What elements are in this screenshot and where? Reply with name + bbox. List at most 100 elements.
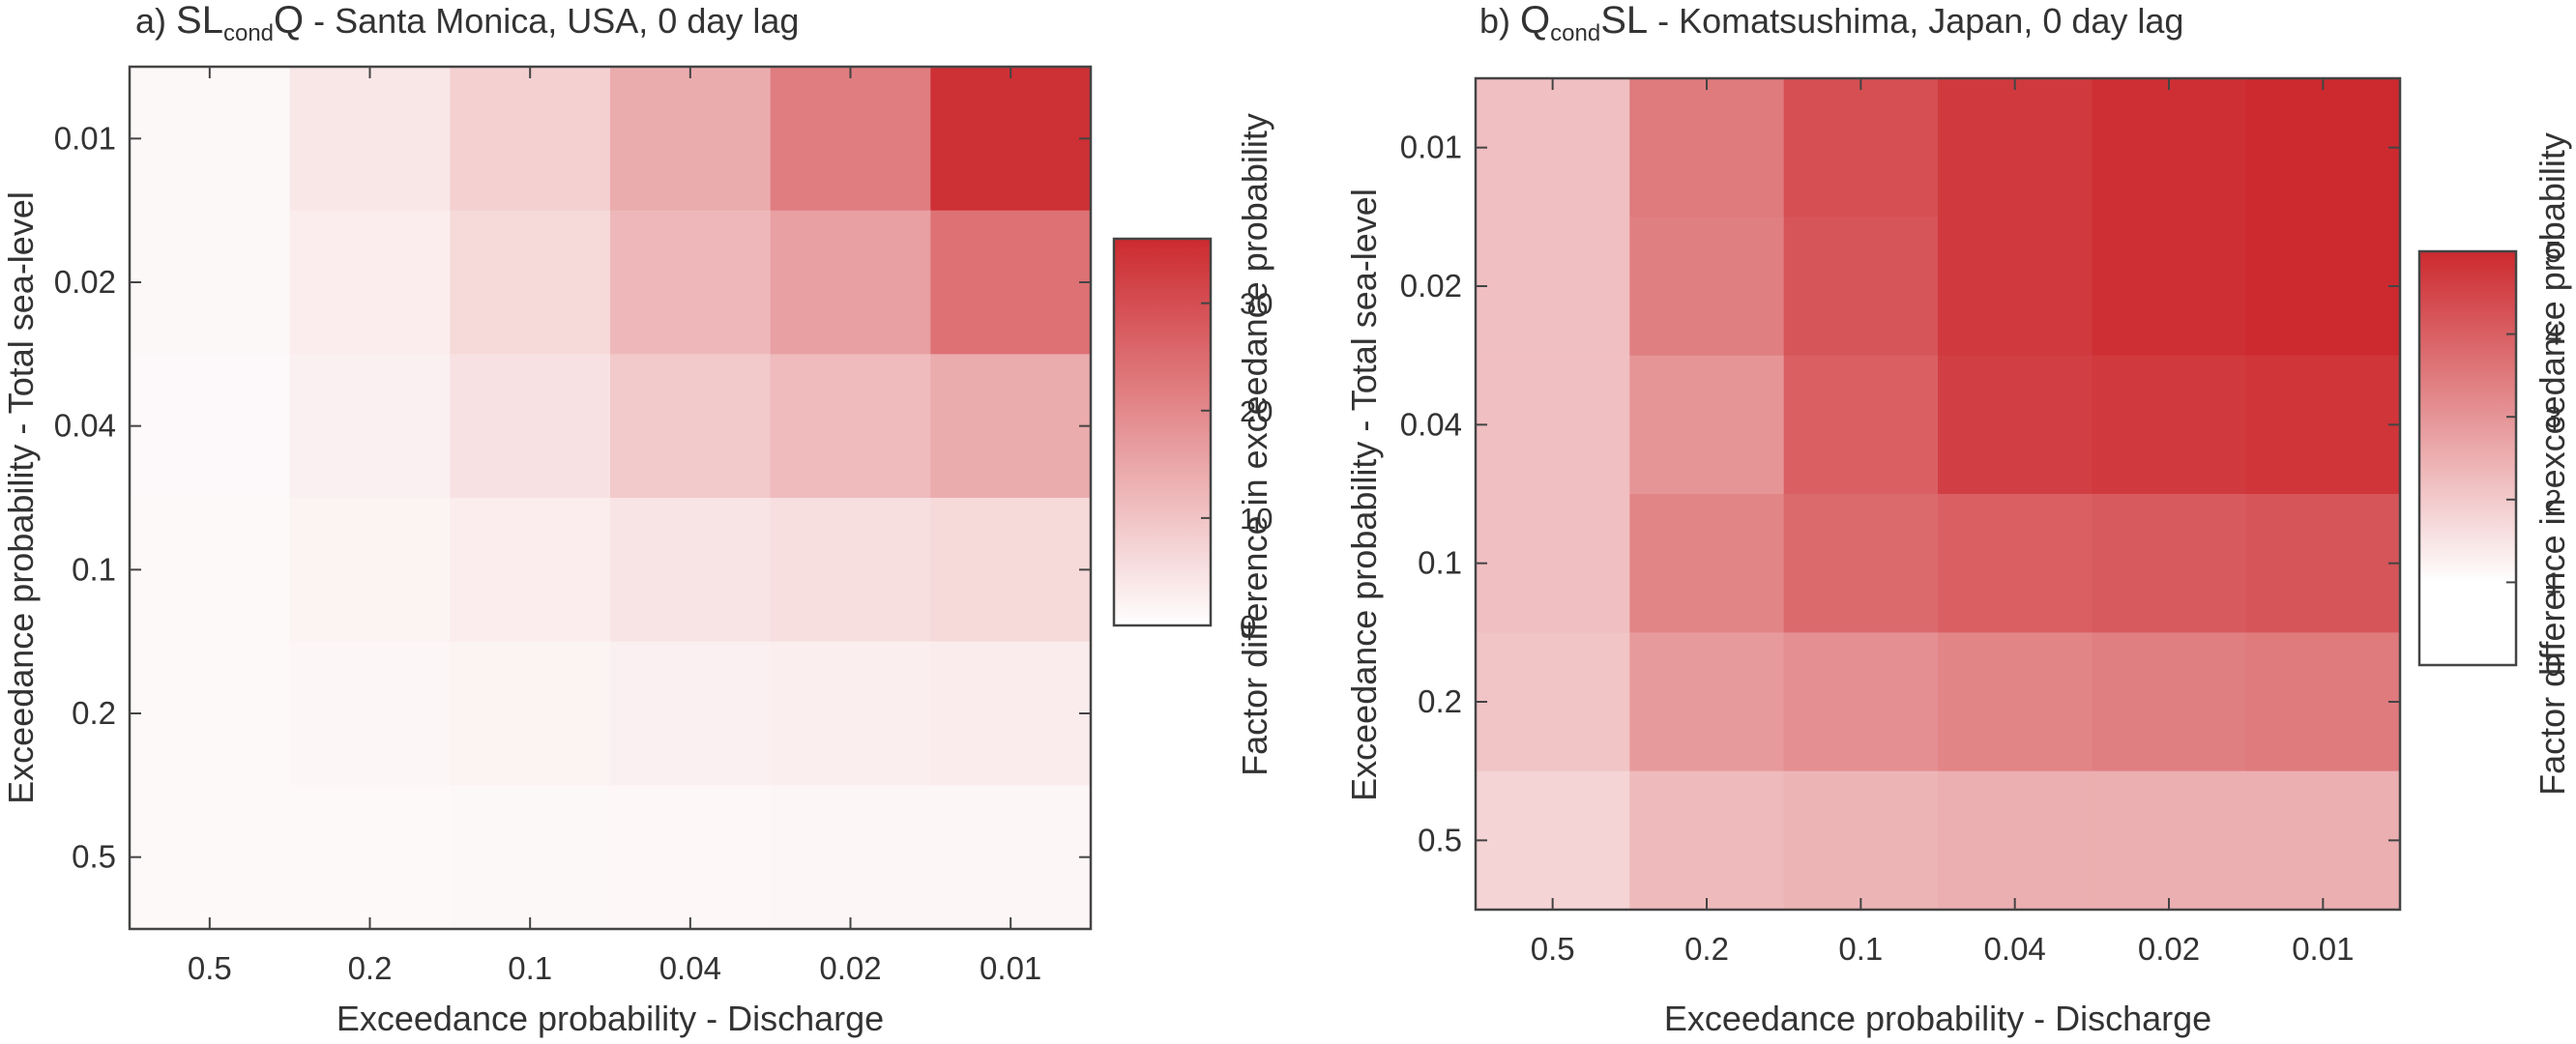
x-tick-label: 0.2 <box>348 950 393 986</box>
colorbar-tick-label: 0 <box>1240 609 1256 643</box>
colorbar-label-b: Factor difference in exceedance probabil… <box>2532 132 2572 796</box>
heatmap-cell-0.01-0.02 <box>770 67 931 212</box>
heatmap-cell-0.04-0.5 <box>130 354 291 499</box>
x-tick-label: 0.2 <box>1684 931 1729 967</box>
heatmap-cell-0.02-0.02 <box>770 210 931 355</box>
heatmap-cell-0.1-0.2 <box>1629 494 1785 633</box>
heatmap-cell-0.02-0.2 <box>1629 217 1785 357</box>
heatmap-cell-0.5-0.5 <box>130 785 291 930</box>
heatmap-cell-0.5-0.01 <box>2245 770 2401 911</box>
colorbar-ticks-b: 0 1 2 3 4 5 <box>2506 235 2561 682</box>
panel-a-title: a) SLcondQ - Santa Monica, USA, 0 day la… <box>135 0 799 46</box>
plot-frame-a <box>128 65 1093 931</box>
heatmap-cell-0.02-0.01 <box>2245 217 2401 357</box>
heatmap-cell-0.01-0.04 <box>610 67 772 212</box>
colorbar-tick-label: 1 <box>2545 566 2561 599</box>
heatmap-cell-0.2-0.01 <box>930 641 1092 786</box>
x-tick-label: 0.1 <box>508 950 552 986</box>
colorbar-a <box>1112 237 1213 627</box>
heatmap-cell-0.02-0.04 <box>1938 217 2093 357</box>
heatmap-cell-0.01-0.5 <box>130 67 291 212</box>
y-axis-label-a: Exceedance probability - Total sea-level <box>1 191 41 804</box>
heatmap-cell-0.1-0.04 <box>610 498 772 643</box>
heatmap-cell-0.1-0.5 <box>1476 494 1630 633</box>
heatmap-cell-0.02-0.01 <box>930 210 1092 355</box>
panel-b-label: b) <box>1479 1 1510 41</box>
heatmap-cell-0.2-0.04 <box>610 641 772 786</box>
heatmap-cell-0.2-0.5 <box>1476 632 1630 772</box>
heatmap-cell-0.5-0.5 <box>1476 770 1630 911</box>
heatmap-cell-0.5-0.04 <box>610 785 772 930</box>
x-tick-label: 0.04 <box>659 950 721 986</box>
heatmap-cell-0.02-0.02 <box>2092 217 2247 357</box>
heatmap-cell-0.2-0.02 <box>2092 632 2247 772</box>
x-axis-label-a: Exceedance probability - Discharge <box>337 999 884 1038</box>
y-tick-label: 0.01 <box>1400 130 1462 165</box>
heatmap-cell-0.01-0.1 <box>1783 78 1939 218</box>
panel-a-label: a) <box>135 1 166 41</box>
colorbar-label-a: Factor difference in exceedance probabil… <box>1235 113 1274 776</box>
x-ticks-a: 0.5 0.2 0.1 0.04 0.02 0.01 <box>188 67 1041 986</box>
plot-frame-b <box>1474 76 2402 912</box>
x-tick-label: 0.01 <box>980 950 1041 986</box>
heatmap-cell-0.5-0.1 <box>1783 770 1939 911</box>
y-ticks-b: 0.01 0.02 0.04 0.1 0.2 0.5 <box>1400 130 2400 857</box>
y-tick-label: 0.04 <box>54 408 116 444</box>
heatmap-cell-0.5-0.02 <box>770 785 931 930</box>
heatmap-cell-0.1-0.5 <box>130 498 291 643</box>
colorbar-tick-label: 3 <box>2545 400 2561 434</box>
heatmap-cell-0.01-0.02 <box>2092 78 2247 218</box>
heatmap-cells-a <box>130 67 1092 930</box>
heatmap-cell-0.02-0.5 <box>1476 217 1630 357</box>
colorbar-tick-label: 10 <box>1240 502 1273 536</box>
heatmap-cell-0.1-0.01 <box>2245 494 2401 633</box>
heatmap-cell-0.1-0.2 <box>289 498 451 643</box>
y-tick-label: 0.02 <box>1400 268 1462 304</box>
y-tick-label: 0.1 <box>72 551 116 587</box>
x-axis-label-b: Exceedance probability - Discharge <box>1664 999 2211 1038</box>
heatmap-cell-0.5-0.01 <box>930 785 1092 930</box>
heatmap-cell-0.1-0.02 <box>770 498 931 643</box>
panel-a: a) SLcondQ - Santa Monica, USA, 0 day la… <box>1 0 1274 1038</box>
y-tick-label: 0.04 <box>1400 406 1462 442</box>
panel-b-title: b) QcondSL - Komatsushima, Japan, 0 day … <box>1479 0 2183 46</box>
heatmap-cell-0.5-0.2 <box>1629 770 1785 911</box>
colorbar-b <box>2417 249 2518 667</box>
heatmap-cell-0.04-0.01 <box>930 354 1092 499</box>
heatmap-cell-0.02-0.04 <box>610 210 772 355</box>
heatmap-cell-0.2-0.2 <box>289 641 451 786</box>
heatmap-cell-0.04-0.5 <box>1476 355 1630 495</box>
colorbar-ticks-a: 0 10 20 30 <box>1201 287 1273 643</box>
heatmap-cell-0.5-0.02 <box>2092 770 2247 911</box>
x-tick-label: 0.04 <box>1984 931 2046 967</box>
heatmap-cell-0.01-0.2 <box>289 67 451 212</box>
y-tick-label: 0.01 <box>54 120 116 156</box>
x-tick-label: 0.01 <box>2292 931 2354 967</box>
heatmap-cell-0.04-0.02 <box>2092 355 2247 495</box>
colorbar-tick-label: 4 <box>2545 318 2561 352</box>
y-tick-label: 0.2 <box>1418 683 1462 719</box>
heatmap-cell-0.02-0.1 <box>450 210 611 355</box>
y-axis-label-b: Exceedance probability - Total sea-level <box>1344 188 1384 801</box>
heatmap-cell-0.02-0.1 <box>1783 217 1939 357</box>
heatmap-cell-0.1-0.01 <box>930 498 1092 643</box>
heatmap-cell-0.5-0.2 <box>289 785 451 930</box>
heatmap-cell-0.1-0.1 <box>1783 494 1939 633</box>
heatmap-cell-0.1-0.1 <box>450 498 611 643</box>
heatmap-cell-0.02-0.2 <box>289 210 451 355</box>
y-tick-label: 0.02 <box>54 264 116 300</box>
x-tick-label: 0.1 <box>1838 931 1883 967</box>
heatmap-cell-0.2-0.1 <box>1783 632 1939 772</box>
heatmap-cells-b <box>1476 78 2401 911</box>
heatmap-cell-0.2-0.01 <box>2245 632 2401 772</box>
x-tick-label: 0.5 <box>1531 931 1575 967</box>
heatmap-cell-0.04-0.1 <box>1783 355 1939 495</box>
heatmap-cell-0.2-0.1 <box>450 641 611 786</box>
heatmap-cell-0.01-0.04 <box>1938 78 2093 218</box>
heatmap-cell-0.1-0.02 <box>2092 494 2247 633</box>
heatmap-cell-0.04-0.02 <box>770 354 931 499</box>
y-tick-label: 0.1 <box>1418 545 1462 581</box>
heatmap-cell-0.5-0.1 <box>450 785 611 930</box>
heatmap-cell-0.2-0.5 <box>130 641 291 786</box>
colorbar-tick-label: 2 <box>2545 483 2561 517</box>
